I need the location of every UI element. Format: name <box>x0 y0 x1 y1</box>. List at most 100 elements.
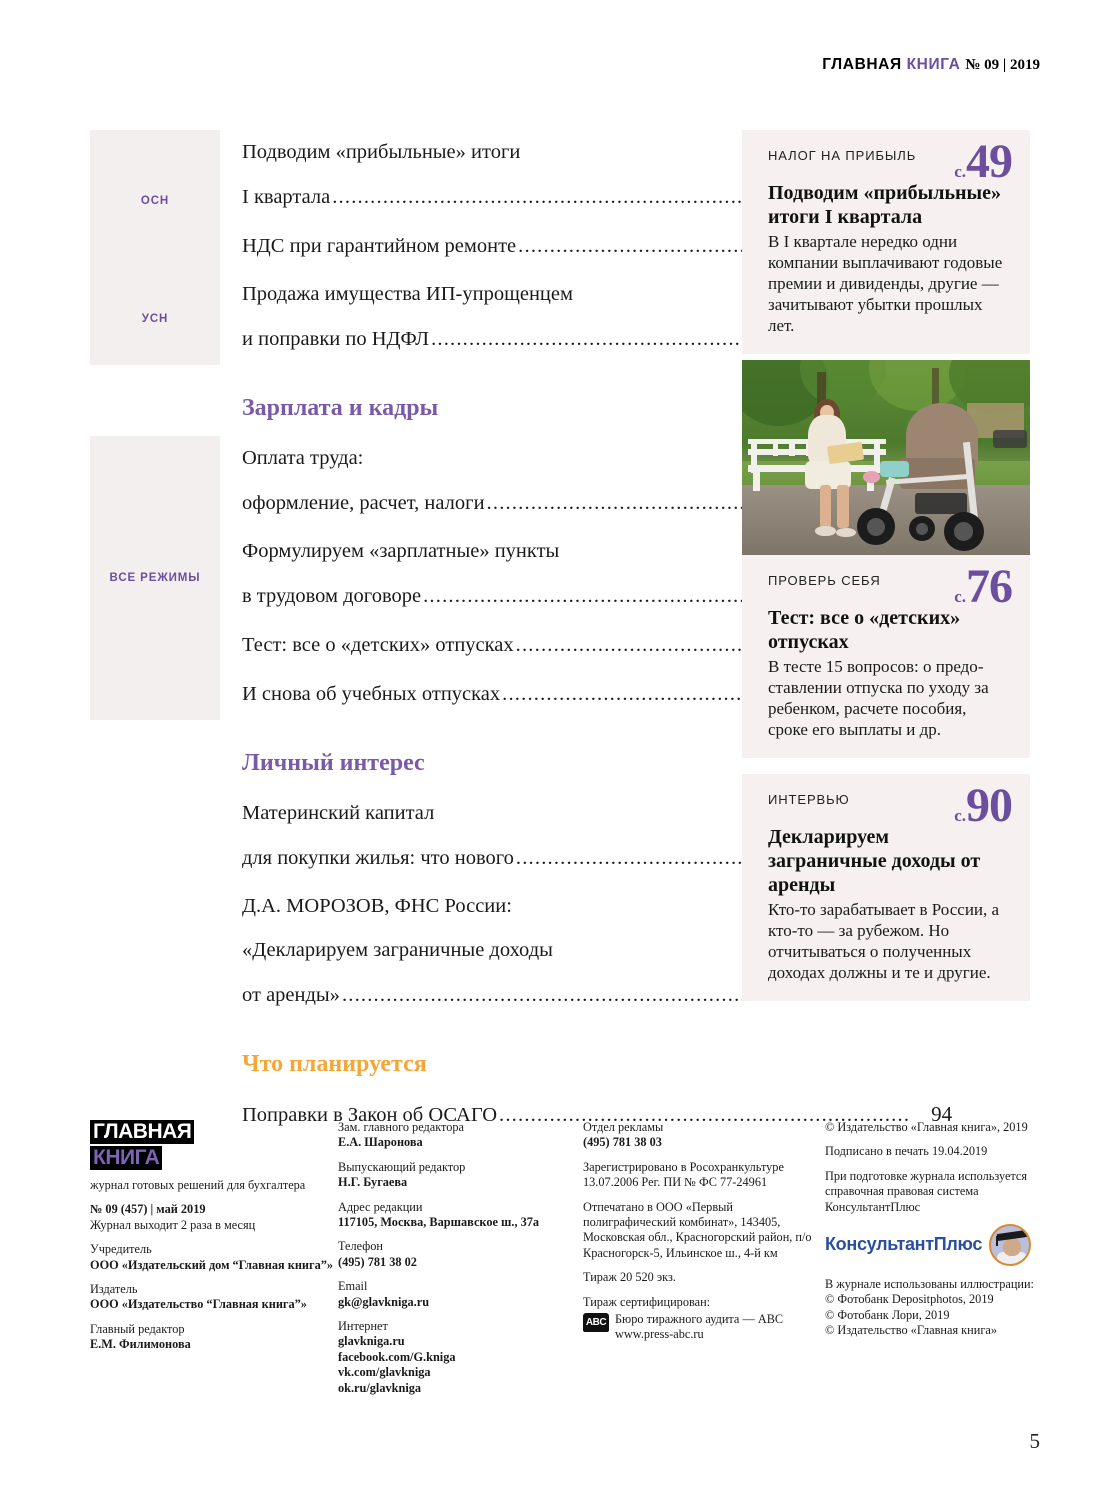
card-kicker: НАЛОГ НА ПРИБЫЛЬ <box>768 148 917 163</box>
footer-logo-line1: ГЛАВНАЯ <box>90 1120 195 1144</box>
footer-logo-line2: КНИГА <box>90 1146 163 1170</box>
footer-phone: (495) 781 38 02 <box>338 1254 417 1269</box>
footer-abc-line2[interactable]: www.press-abc.ru <box>615 1327 704 1342</box>
footer-illustration-1: © Фотобанк Depositphotos, 2019 <box>825 1292 994 1307</box>
page-value: 49 <box>966 135 1013 188</box>
footer-abc-block: ABC Бюро тиражного аудита — ABC www.pres… <box>583 1312 825 1343</box>
leader-dots: ........................................… <box>499 1104 911 1126</box>
toc-entry-line: от аренды» <box>242 984 340 1006</box>
footer-column-copyright: © Издательство «Главная книга», 2019 Под… <box>825 1120 1050 1405</box>
toc-entry-line: Материнский капитал <box>242 802 435 824</box>
toc-tag-spacer <box>90 791 220 1021</box>
highlight-card-interview[interactable]: ИНТЕРВЬЮ с.90 Декларируем заграничные до… <box>742 774 1030 1001</box>
toc-block-usn: УСН Продажа имущества ИП-упрощенцем и по… <box>90 272 884 365</box>
footer-deputy: Е.А. Шаронова <box>338 1135 423 1150</box>
toc-entry-line: в трудовом договоре <box>242 585 422 607</box>
footer-illustration-3: © Издательство «Главная книга» <box>825 1323 997 1338</box>
toc-entry-line: Продажа имущества ИП-упрощенцем <box>242 283 573 305</box>
footer-facebook-link[interactable]: facebook.com/G.kniga <box>338 1349 456 1364</box>
footer-publisher-label: Издатель <box>90 1282 138 1297</box>
footer-illustration-2: © Фотобанк Лори, 2019 <box>825 1307 950 1322</box>
toc-entry-line: и поправки по НДФЛ <box>242 328 430 350</box>
footer-managing: Н.Г. Бугаева <box>338 1175 408 1190</box>
toc-entry-line: НДС при гарантийном ремонте <box>242 235 517 257</box>
page-prefix: с. <box>954 806 966 825</box>
highlight-card-profit-tax[interactable]: НАЛОГ НА ПРИБЫЛЬ с.49 Подводим «прибыльн… <box>742 130 1030 354</box>
toc-entry-line: Оплата труда: <box>242 447 364 469</box>
footer-editor: Е.М. Филимонова <box>90 1337 191 1352</box>
abc-logo-icon: ABC <box>583 1313 609 1333</box>
page-number: 5 <box>1029 1429 1041 1453</box>
footer-editor-label: Главный редактор <box>90 1321 185 1336</box>
consultant-plus-wordmark: КонсультантПлюс <box>825 1234 983 1255</box>
toc-entry[interactable]: Продажа имущества ИП-упрощенцем и поправ… <box>242 272 884 361</box>
card-description: Кто-то зарабатывает в России, а кто-то —… <box>768 900 1000 982</box>
toc-entry-line: I квартала <box>242 186 331 208</box>
consultant-plus-graduate-icon <box>989 1224 1032 1267</box>
footer-site-link[interactable]: glavkniga.ru <box>338 1334 405 1349</box>
toc-entry[interactable]: Д.А. МОРОЗОВ, ФНС России: «Декларируем з… <box>242 884 969 1017</box>
footer-email[interactable]: gk@glavkniga.ru <box>338 1294 430 1309</box>
footer-founder: ООО «Издательский дом “Главная книга”» <box>90 1257 334 1272</box>
footer-tagline: журнал готовых решений для бухгалтера <box>90 1178 306 1192</box>
card-title: Подводим «прибыльные» итоги I квартала <box>768 182 1002 228</box>
toc-entry-line: «Декларируем заграничные доходы <box>242 939 553 961</box>
footer-copyright: © Издательство «Главная книга», 2019 <box>825 1120 1028 1134</box>
footer-column-imprint: ГЛАВНАЯ КНИГА журнал готовых решений для… <box>90 1120 338 1405</box>
page-header: ГЛАВНАЯ КНИГА № 09 | 2019 <box>822 56 1040 74</box>
section-heading-planned: Что планируется <box>242 1051 427 1077</box>
card-kicker: ПРОВЕРЬ СЕБЯ <box>768 573 881 588</box>
sidebar-highlights: НАЛОГ НА ПРИБЫЛЬ с.49 Подводим «прибыльн… <box>742 130 1030 1001</box>
consultant-plus-logo: КонсультантПлюс <box>825 1224 1050 1267</box>
footer-registration: Зарегистрировано в Росохранкультуре 13.0… <box>583 1159 784 1190</box>
footer-address-label: Адрес редакции <box>338 1199 423 1214</box>
toc-entry-line: И снова об учебных отпусках <box>242 683 501 705</box>
leader-dots: ........................................… <box>332 186 744 208</box>
footer-vk-link[interactable]: vk.com/glavkniga <box>338 1365 431 1380</box>
card-page-reference: с.49 <box>954 135 1013 188</box>
toc-tag-all-modes: ВСЕ РЕЖИМЫ <box>90 436 220 720</box>
footer-publisher: ООО «Издательство “Главная книга”» <box>90 1297 307 1312</box>
footer-ok-link[interactable]: ok.ru/glavkniga <box>338 1380 422 1395</box>
toc-entry[interactable]: Поправки в Закон об ОСАГО ..............… <box>242 1092 952 1137</box>
footer-internet-label: Интернет <box>338 1319 388 1334</box>
page-value: 90 <box>966 779 1013 832</box>
card-title: Декларируем заграничные доходы от аренды <box>768 826 981 896</box>
toc-entry-line: Формулируем «зарплатные» пункты <box>242 540 560 562</box>
toc-entry-line: для покупки жилья: что нового <box>242 847 514 869</box>
footer-phone-label: Телефон <box>338 1239 383 1254</box>
footer-logo: ГЛАВНАЯ КНИГА <box>90 1120 338 1170</box>
toc-tag-usn: УСН <box>90 272 220 365</box>
card-page-reference: с.76 <box>954 560 1013 613</box>
sidebar-photo-mother-with-stroller <box>742 360 1030 555</box>
footer-column-editorial: Зам. главного редактора Е.А. Шаронова Вып… <box>338 1120 583 1405</box>
footer-column-legal: Отдел рекламы (495) 781 38 03 Зарегистрир… <box>583 1120 825 1405</box>
footer-managing-label: Выпускающий редактор <box>338 1159 466 1174</box>
section-heading-salary: Зарплата и кадры <box>242 395 439 421</box>
footer-ads-label: Отдел рекламы <box>583 1120 664 1134</box>
footer-consultant-note: При подготовке журнала используется спра… <box>825 1168 1028 1214</box>
leader-dots: ........................................… <box>423 585 835 607</box>
table-of-contents: ОСН Подводим «прибыльные» итоги I кварта… <box>90 130 971 1141</box>
toc-block-osn: ОСН Подводим «прибыльные» итоги I кварта… <box>90 130 971 272</box>
toc-entry-line: Поправки в Закон об ОСАГО <box>242 1104 498 1126</box>
footer-deputy-label: Зам. главного редактора <box>338 1120 464 1134</box>
page-value: 76 <box>966 560 1013 613</box>
footer-issue: № 09 (457) | май 2019 <box>90 1202 206 1217</box>
footer-certified-label: Тираж сертифицирован: <box>583 1294 711 1309</box>
highlight-card-self-test[interactable]: ПРОВЕРЬ СЕБЯ с.76 Тест: все о «детских» … <box>742 555 1030 758</box>
page-footer: ГЛАВНАЯ КНИГА журнал готовых решений для… <box>90 1120 1050 1405</box>
leader-dots: ........................................… <box>431 328 843 350</box>
toc-entry-line: Подводим «прибыльные» итоги <box>242 141 521 163</box>
footer-founder-label: Учредитель <box>90 1242 152 1257</box>
toc-entries-usn: Продажа имущества ИП-упрощенцем и поправ… <box>220 272 884 365</box>
footer-address: 117105, Москва, Варшавское ш., 37а <box>338 1215 540 1230</box>
toc-page-number: 94 <box>931 1102 953 1126</box>
section-heading-personal: Личный интерес <box>242 750 425 776</box>
toc-entry-line: оформление, расчет, налоги <box>242 492 485 514</box>
toc-tag-osn: ОСН <box>90 130 220 272</box>
toc-entries-planned: Поправки в Закон об ОСАГО ..............… <box>220 1092 952 1141</box>
header-brand-accent: КНИГА <box>906 56 961 73</box>
footer-signed-date: Подписано в печать 19.04.2019 <box>825 1144 988 1159</box>
